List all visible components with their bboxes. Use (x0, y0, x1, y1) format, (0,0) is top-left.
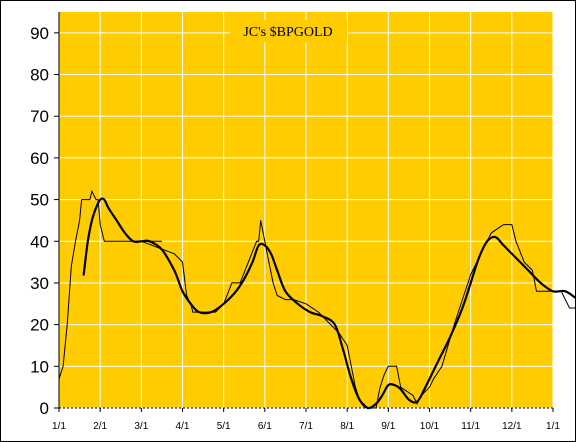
x-tick-label: 2/1 (93, 421, 107, 432)
smoothed-indicator-line (82, 197, 576, 410)
axes (58, 12, 553, 409)
x-tick-label: 8/1 (340, 421, 354, 432)
chart-title-box: JC's $BPGOLD (230, 20, 347, 42)
y-tick-label: 90 (30, 24, 49, 43)
y-axis-ticks: 0 10 20 30 40 50 60 70 80 90 (30, 24, 59, 418)
x-tick-label: 10/1 (420, 421, 440, 432)
y-tick-label: 40 (30, 232, 49, 251)
chart-title: JC's $BPGOLD (243, 25, 332, 40)
y-tick-label: 0 (40, 399, 49, 418)
x-tick-label: 3/1 (134, 421, 148, 432)
y-tick-label: 10 (30, 357, 49, 376)
x-tick-label: 4/1 (176, 421, 190, 432)
x-axis-ticks: 1/1 2/1 3/1 4/1 5/1 6/1 7/1 8/1 9/1 10/1 11/1 12/1 1… (52, 408, 560, 432)
title-background (230, 20, 347, 42)
x-tick-label: 6/1 (258, 421, 272, 432)
y-tick-label: 50 (30, 191, 49, 210)
x-tick-label: 5/1 (217, 421, 231, 432)
x-tick-label: 1/1 (52, 421, 66, 432)
x-tick-label: 11/1 (461, 421, 480, 432)
y-tick-label: 80 (30, 66, 49, 85)
x-tick-label: 9/1 (381, 421, 395, 432)
series-group (58, 189, 576, 410)
y-tick-label: 30 (30, 274, 49, 293)
y-tick-label: 60 (30, 149, 49, 168)
x-tick-label: 7/1 (299, 421, 313, 432)
x-tick-label: 1/1 (546, 421, 560, 432)
x-tick-label: 12/1 (502, 421, 522, 432)
y-tick-label: 70 (30, 107, 49, 126)
y-tick-label: 20 (30, 316, 49, 335)
